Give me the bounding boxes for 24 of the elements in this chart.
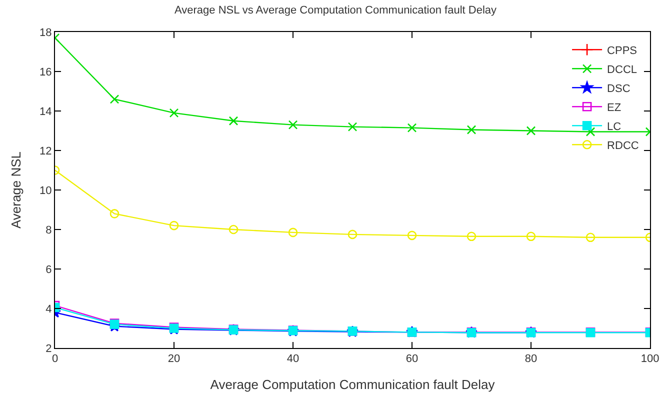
y-tick-label: 16: [40, 66, 52, 78]
legend-label: RDCC: [607, 140, 639, 152]
y-tick-label: 2: [46, 342, 52, 355]
legend-label: EZ: [607, 102, 622, 114]
y-tick-label: 10: [40, 184, 52, 197]
x-tick-label: 20: [168, 353, 180, 366]
y-tick-label: 18: [40, 26, 52, 39]
x-tick-label: 60: [406, 353, 418, 366]
y-tick-label: 14: [40, 106, 52, 118]
legend-label: DSC: [607, 82, 630, 95]
x-axis-title: Average Computation Communication fault Delay: [210, 376, 496, 392]
chart-title: Average NSL vs Average Computation Communication fault Delay: [174, 4, 498, 17]
legend-label: LC: [607, 120, 622, 133]
y-tick-label: 6: [46, 264, 52, 276]
y-tick-label: 8: [46, 224, 52, 236]
legend-label: DCCL: [607, 64, 638, 76]
x-tick-label: 40: [286, 353, 300, 366]
x-tick-label: 80: [524, 353, 538, 366]
x-tick-label: 0: [52, 353, 58, 366]
legend-label: CPPS: [607, 44, 638, 57]
y-axis-title: Average NSL: [8, 151, 24, 229]
y-tick-label: 4: [46, 303, 52, 316]
y-tick-label: 12: [40, 145, 52, 158]
x-tick-label: 100: [640, 353, 660, 366]
